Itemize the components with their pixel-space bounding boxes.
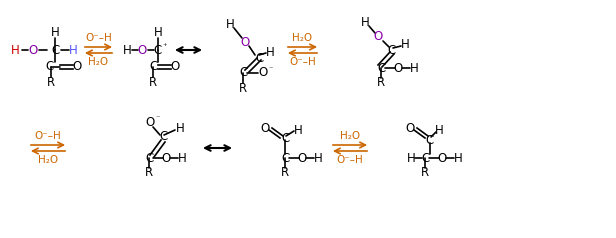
- Text: O: O: [137, 44, 147, 56]
- Text: H: H: [68, 44, 78, 56]
- Text: C: C: [281, 133, 289, 145]
- Text: O⁻–H: O⁻–H: [289, 57, 316, 67]
- Text: H: H: [400, 39, 410, 51]
- Text: O: O: [72, 60, 82, 74]
- Text: H₂O: H₂O: [89, 57, 108, 67]
- Text: R: R: [281, 167, 289, 179]
- Text: H: H: [314, 152, 322, 164]
- Text: O: O: [394, 61, 403, 74]
- Text: C: C: [46, 60, 54, 74]
- Text: C: C: [149, 60, 157, 74]
- Text: ⁻: ⁻: [268, 64, 272, 74]
- Text: H: H: [51, 26, 59, 40]
- Text: H: H: [294, 124, 302, 137]
- Text: ⁺: ⁺: [162, 43, 166, 51]
- Text: R: R: [145, 167, 153, 179]
- Text: C: C: [239, 66, 247, 79]
- Text: C: C: [388, 44, 396, 56]
- Text: C: C: [145, 152, 153, 164]
- Text: C: C: [159, 130, 167, 144]
- Text: O: O: [145, 116, 155, 129]
- Text: H: H: [177, 152, 187, 164]
- Text: R: R: [421, 167, 429, 179]
- Text: H₂O: H₂O: [38, 155, 58, 165]
- Text: O: O: [258, 66, 267, 79]
- Text: H₂O: H₂O: [293, 33, 312, 43]
- Text: O: O: [261, 122, 270, 134]
- Text: R: R: [47, 75, 55, 89]
- Text: O: O: [373, 30, 383, 44]
- Text: O⁻–H: O⁻–H: [85, 33, 112, 43]
- Text: H: H: [410, 61, 418, 74]
- Text: O: O: [28, 44, 38, 56]
- Text: C: C: [154, 44, 162, 56]
- Text: H: H: [225, 19, 234, 31]
- Text: O: O: [240, 35, 249, 49]
- Text: C: C: [426, 134, 434, 147]
- Text: O: O: [298, 152, 307, 164]
- Text: O: O: [161, 152, 171, 164]
- Text: ⁻: ⁻: [155, 114, 160, 123]
- Text: H: H: [123, 44, 131, 56]
- Text: H: H: [435, 124, 444, 138]
- Text: R: R: [239, 81, 247, 94]
- Text: O⁻–H: O⁻–H: [34, 131, 62, 141]
- Text: R: R: [149, 75, 157, 89]
- Text: C: C: [377, 61, 385, 74]
- Text: C: C: [51, 44, 59, 56]
- Text: C: C: [421, 152, 429, 164]
- Text: R: R: [377, 76, 385, 89]
- Text: O⁻–H: O⁻–H: [336, 155, 363, 165]
- Text: H: H: [360, 16, 370, 30]
- Text: H: H: [265, 46, 274, 60]
- Text: H: H: [10, 44, 19, 56]
- Text: C: C: [255, 51, 263, 64]
- Text: O: O: [437, 152, 447, 164]
- Text: H₂O: H₂O: [340, 131, 360, 141]
- Text: C: C: [281, 152, 289, 164]
- Text: O: O: [171, 60, 180, 74]
- Text: H: H: [153, 26, 163, 40]
- Text: H: H: [176, 122, 184, 134]
- Text: H: H: [407, 152, 415, 164]
- Text: H: H: [453, 152, 463, 164]
- Text: O: O: [405, 122, 415, 134]
